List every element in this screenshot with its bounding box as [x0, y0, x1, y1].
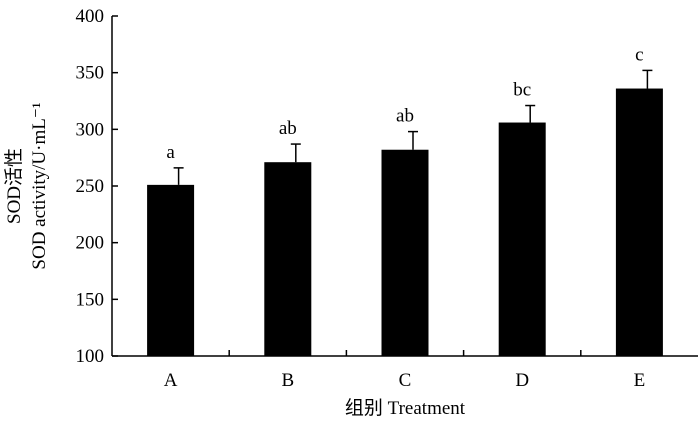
y-tick-label-100: 100 — [76, 346, 105, 367]
x-tick-label-A: A — [164, 370, 178, 391]
bar-A — [147, 184, 195, 356]
y-tick-label-300: 300 — [76, 119, 105, 140]
x-ticks-group: A B C D E — [164, 350, 645, 391]
x-tick-label-B: B — [281, 370, 294, 391]
error-bars-group — [173, 69, 653, 185]
sig-label-E: c — [635, 44, 643, 65]
plot-area: a ab ab bc c 100 150 200 250 300 350 400 A B C D E — [76, 6, 698, 391]
y-tick-label-250: 250 — [76, 176, 105, 197]
sig-label-C: ab — [396, 106, 414, 127]
bar-E — [615, 88, 663, 357]
significance-labels-group: a ab ab bc c — [166, 44, 643, 162]
x-axis-title: 组别 Treatment — [345, 397, 466, 419]
x-tick-label-D: D — [515, 370, 529, 391]
y-axis-title-line1: SOD活性 — [3, 148, 25, 224]
sig-label-B: ab — [279, 118, 297, 139]
bars-group — [147, 88, 663, 357]
bar-B — [264, 162, 312, 356]
bar-D — [498, 122, 546, 357]
y-tick-label-400: 400 — [76, 6, 105, 27]
y-tick-label-200: 200 — [76, 233, 105, 254]
y-tick-label-350: 350 — [76, 63, 105, 84]
sig-label-D: bc — [513, 80, 531, 101]
y-axis-title-line2: SOD activity/U·mL⁻¹ — [29, 102, 50, 269]
x-tick-label-C: C — [399, 370, 412, 391]
y-tick-label-150: 150 — [76, 289, 105, 310]
y-ticks-group: 100 150 200 250 300 350 400 — [76, 6, 118, 367]
sig-label-A: a — [166, 142, 175, 163]
x-tick-label-E: E — [634, 370, 646, 391]
bar-C — [381, 149, 429, 356]
